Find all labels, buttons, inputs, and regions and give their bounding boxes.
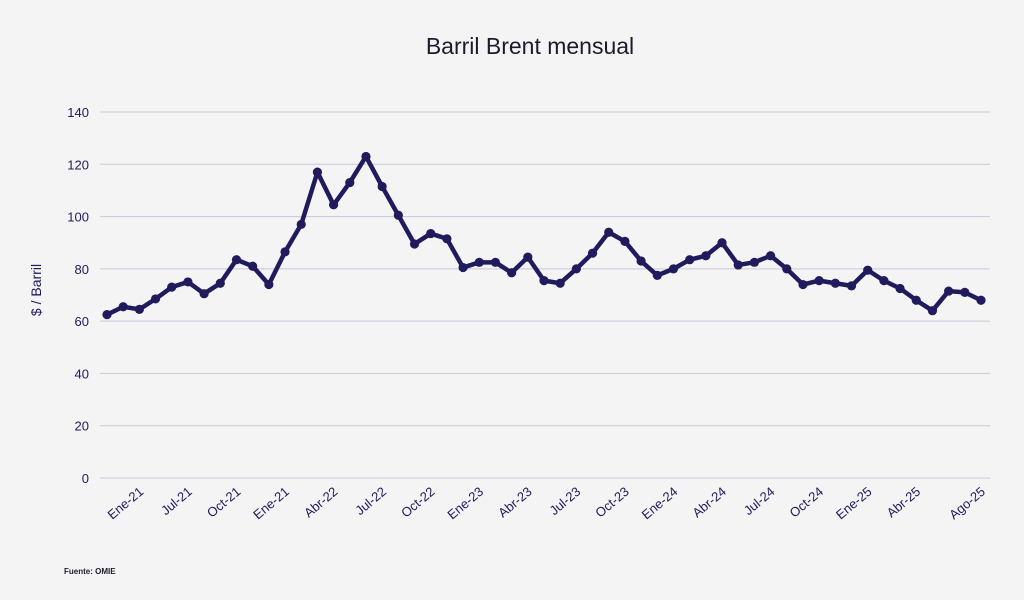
data-point [620,236,630,247]
data-point [248,261,258,271]
data-point [685,255,695,265]
x-tick-label: Jul-22 [352,484,389,518]
data-point [944,286,954,296]
data-point [830,278,840,288]
data-point [328,200,339,210]
x-tick-label: Abr-22 [301,484,341,521]
x-tick-label: Ene-21 [105,484,147,522]
data-point [409,239,420,249]
data-point [668,264,679,274]
data-point [199,289,209,299]
x-tick-label: Jul-23 [547,484,584,518]
data-point [231,255,242,265]
data-point [183,277,193,287]
data-point [426,228,436,239]
x-tick-label: Abr-24 [689,484,729,521]
data-point [102,310,112,320]
data-point [749,257,760,267]
y-tick-label: 0 [82,471,89,486]
data-point [798,279,808,290]
data-point [636,256,646,266]
data-point [604,227,614,237]
data-point [474,257,484,267]
data-point [960,287,970,297]
x-tick-label: Ene-25 [833,484,875,522]
data-point [377,181,387,192]
y-tick-label: 140 [67,105,89,120]
data-point [134,304,144,314]
data-point [345,177,355,188]
x-tick-label: Abr-25 [884,484,924,521]
x-tick-label: Ene-23 [444,484,486,522]
y-tick-label: 40 [75,366,89,381]
data-point [312,167,323,177]
x-tick-label: Oct-23 [592,484,632,521]
data-point [458,262,468,273]
x-tick-label: Ago-25 [946,484,988,522]
y-tick-label: 100 [67,210,89,225]
x-tick-label: Abr-23 [495,484,535,521]
data-point [879,276,889,286]
data-point [765,251,776,261]
data-point [863,265,873,275]
data-point [733,260,743,270]
data-point [361,151,371,162]
data-point [782,264,792,274]
data-point [523,252,533,262]
data-point [393,210,403,220]
data-point [555,278,565,288]
data-point [150,294,161,304]
data-point [846,281,857,291]
data-point [976,295,986,305]
data-point [571,264,581,274]
y-tick-label: 120 [67,157,89,172]
data-point [507,268,517,278]
data-point [927,306,938,316]
x-tick-label: Jul-24 [741,484,778,518]
data-point [442,234,452,244]
chart-title: Barril Brent mensual [425,33,635,59]
data-point [280,247,290,257]
chart-source: Fuente: OMIE [64,567,116,576]
x-tick-label: Oct-24 [787,484,827,521]
data-point [118,302,128,312]
series-layer [102,151,986,320]
y-tick-label: 20 [75,419,89,434]
gridlines [100,111,990,479]
data-point [167,282,177,292]
data-point [587,248,598,258]
data-point [717,238,727,248]
y-axis-label: $ / Barril [28,264,44,316]
data-point [490,257,501,267]
y-tick-label: 60 [75,314,89,329]
data-point [814,276,824,286]
series-line [104,154,984,317]
data-point [701,251,711,261]
data-point [264,279,274,290]
x-tick-label: Ene-24 [639,484,681,522]
data-point [652,270,662,280]
data-point [895,283,905,294]
x-tick-label: Oct-22 [398,484,438,521]
x-tick-label: Ene-21 [250,484,292,522]
y-axis-ticks: 0 20 40 60 80 100 120 140 [67,105,89,486]
data-point [296,219,306,230]
x-tick-label: Jul-21 [158,484,195,518]
x-axis-ticks: Ene-21 Jul-21 Oct-21 Ene-21 Abr-22 Jul-22 Oct-… [105,484,988,522]
data-point [539,276,549,286]
data-point [911,295,921,305]
y-tick-label: 80 [75,262,89,277]
x-tick-label: Oct-21 [204,484,244,521]
data-point [215,278,225,288]
